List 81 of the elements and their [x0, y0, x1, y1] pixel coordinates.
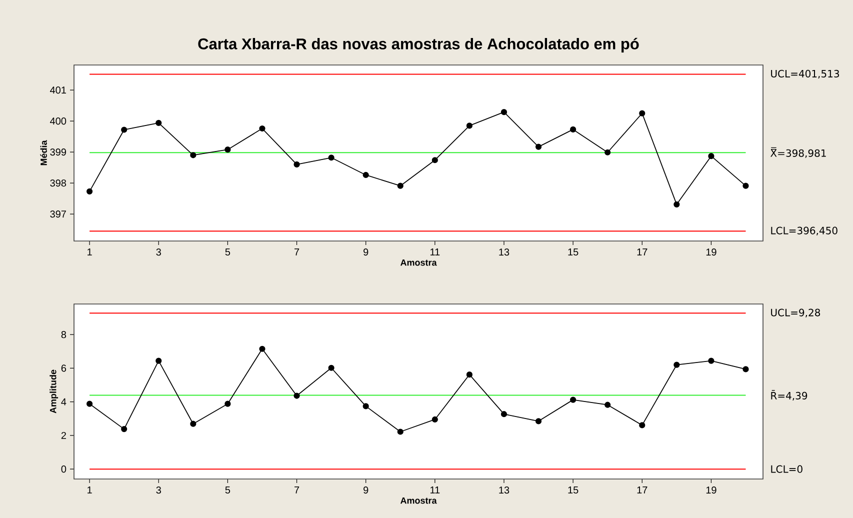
- y-tick-label: 397: [50, 210, 66, 218]
- x-tick-label: 1: [88, 248, 92, 256]
- y-axis-title: Média: [40, 140, 47, 166]
- y-tick-label: 0: [61, 466, 66, 473]
- ref-line-label: X̿=398,981: [770, 147, 826, 158]
- y-tick-label: 400: [50, 118, 66, 125]
- x-tick-label: 15: [568, 248, 578, 256]
- x-tick-label: 9: [364, 486, 368, 494]
- y-tick-label: 6: [61, 364, 66, 372]
- y-tick-label: 2: [61, 432, 66, 439]
- y-tick-label: 398: [50, 180, 66, 187]
- point: [604, 149, 611, 156]
- x-tick-label: 5: [225, 248, 230, 256]
- point: [224, 146, 231, 153]
- point: [639, 422, 646, 428]
- point: [708, 358, 714, 364]
- x-tick-label: 11: [430, 248, 440, 256]
- y-tick-label: 8: [61, 331, 66, 338]
- x-tick-label: 15: [568, 486, 578, 494]
- x-tick-label: 5: [225, 486, 230, 494]
- point: [397, 428, 404, 435]
- point: [362, 403, 369, 410]
- x-tick-label: 3: [156, 486, 161, 494]
- point: [190, 152, 196, 158]
- y-axis-title: Amplitude: [50, 370, 58, 414]
- point: [604, 402, 611, 408]
- chart-title: Carta Xbarra-R das novas amostras de Achocolatado em pó: [198, 38, 639, 52]
- point: [328, 154, 334, 161]
- y-tick-label: 399: [50, 148, 66, 156]
- x-tick-label: 11: [430, 486, 440, 494]
- x-tick-label: 17: [637, 248, 648, 256]
- point: [86, 188, 93, 194]
- point: [535, 144, 542, 150]
- x-tick-label: 19: [706, 248, 716, 256]
- y-tick-label: 401: [50, 86, 66, 94]
- point: [362, 172, 369, 178]
- point: [259, 346, 266, 352]
- point: [500, 411, 508, 418]
- point: [674, 201, 680, 208]
- ref-line-label: LCL=0: [771, 465, 802, 473]
- ref-line-label: UCL=9,28: [771, 308, 820, 318]
- x-tick-label: 13: [499, 248, 510, 256]
- point: [397, 182, 404, 189]
- x-tick-label: 7: [294, 248, 300, 256]
- x-tick-label: 1: [88, 486, 92, 494]
- ref-line-label: LCL=396,450: [771, 226, 838, 236]
- point: [674, 362, 680, 368]
- x-tick-label: 13: [499, 486, 510, 494]
- x-axis-title: Amostra: [400, 259, 437, 266]
- point: [466, 122, 472, 129]
- point: [570, 396, 576, 403]
- point: [328, 364, 334, 371]
- point: [86, 400, 93, 407]
- point: [432, 416, 438, 423]
- x-tick-label: 7: [294, 486, 300, 494]
- ref-line-label: UCL=401,513: [771, 70, 839, 78]
- point: [708, 153, 714, 160]
- point: [156, 120, 162, 126]
- point: [259, 125, 266, 132]
- point: [121, 126, 128, 133]
- point: [121, 426, 128, 432]
- point: [535, 418, 542, 424]
- x-axis-title: Amostra: [400, 497, 437, 504]
- x-tick-label: 19: [706, 486, 716, 494]
- point: [432, 157, 438, 164]
- x-tick-label: 9: [364, 248, 368, 256]
- point: [294, 392, 300, 399]
- point: [156, 358, 162, 364]
- x-tick-label: 3: [156, 248, 161, 256]
- x-tick-label: 17: [637, 486, 648, 494]
- point: [742, 366, 749, 372]
- ref-line-label: R̄=4,39: [771, 390, 808, 400]
- point: [224, 400, 231, 407]
- point: [466, 372, 472, 378]
- point: [500, 109, 508, 116]
- y-tick-label: 4: [61, 398, 66, 406]
- point: [639, 110, 646, 116]
- point: [742, 182, 749, 189]
- point: [570, 126, 576, 132]
- point: [190, 420, 196, 427]
- point: [294, 161, 300, 168]
